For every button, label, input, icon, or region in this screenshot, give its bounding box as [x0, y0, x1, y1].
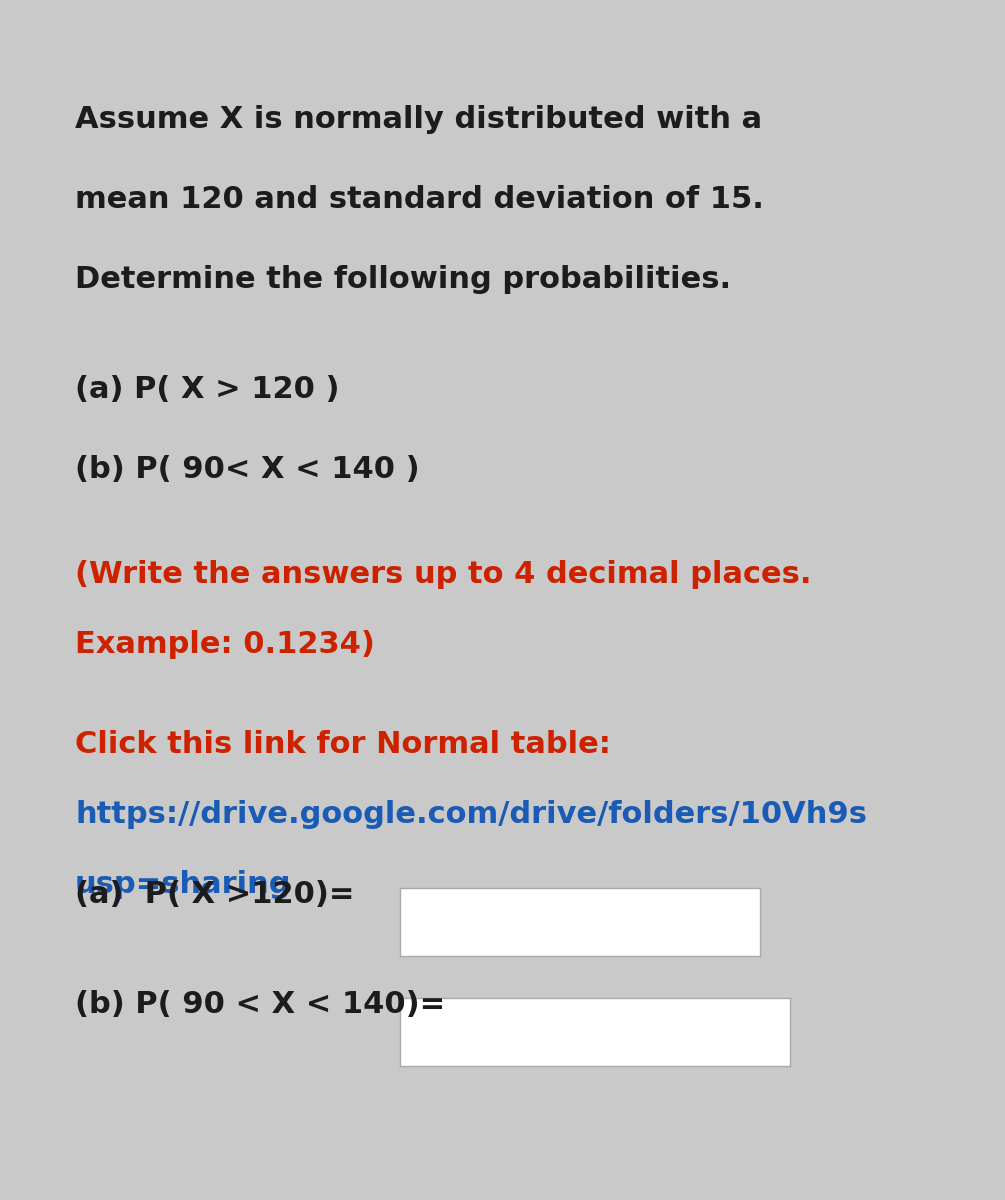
Text: (b) P( 90< X < 140 ): (b) P( 90< X < 140 )	[75, 455, 420, 484]
Text: (Write the answers up to 4 decimal places.: (Write the answers up to 4 decimal place…	[75, 560, 811, 589]
Text: https://drive.google.com/drive/folders/10Vh9s: https://drive.google.com/drive/folders/1…	[75, 800, 867, 829]
Text: usp=sharing: usp=sharing	[75, 870, 291, 899]
Text: Determine the following probabilities.: Determine the following probabilities.	[75, 265, 731, 294]
Text: Assume X is normally distributed with a: Assume X is normally distributed with a	[75, 104, 762, 134]
Text: mean 120 and standard deviation of 15.: mean 120 and standard deviation of 15.	[75, 185, 764, 214]
Text: Example: 0.1234): Example: 0.1234)	[75, 630, 375, 659]
Text: (a) P( X > 120 ): (a) P( X > 120 )	[75, 374, 340, 404]
Text: (a)  P( X >120)=: (a) P( X >120)=	[75, 880, 355, 910]
Text: (b) P( 90 < X < 140)=: (b) P( 90 < X < 140)=	[75, 990, 445, 1019]
Text: Click this link for Normal table:: Click this link for Normal table:	[75, 730, 611, 758]
